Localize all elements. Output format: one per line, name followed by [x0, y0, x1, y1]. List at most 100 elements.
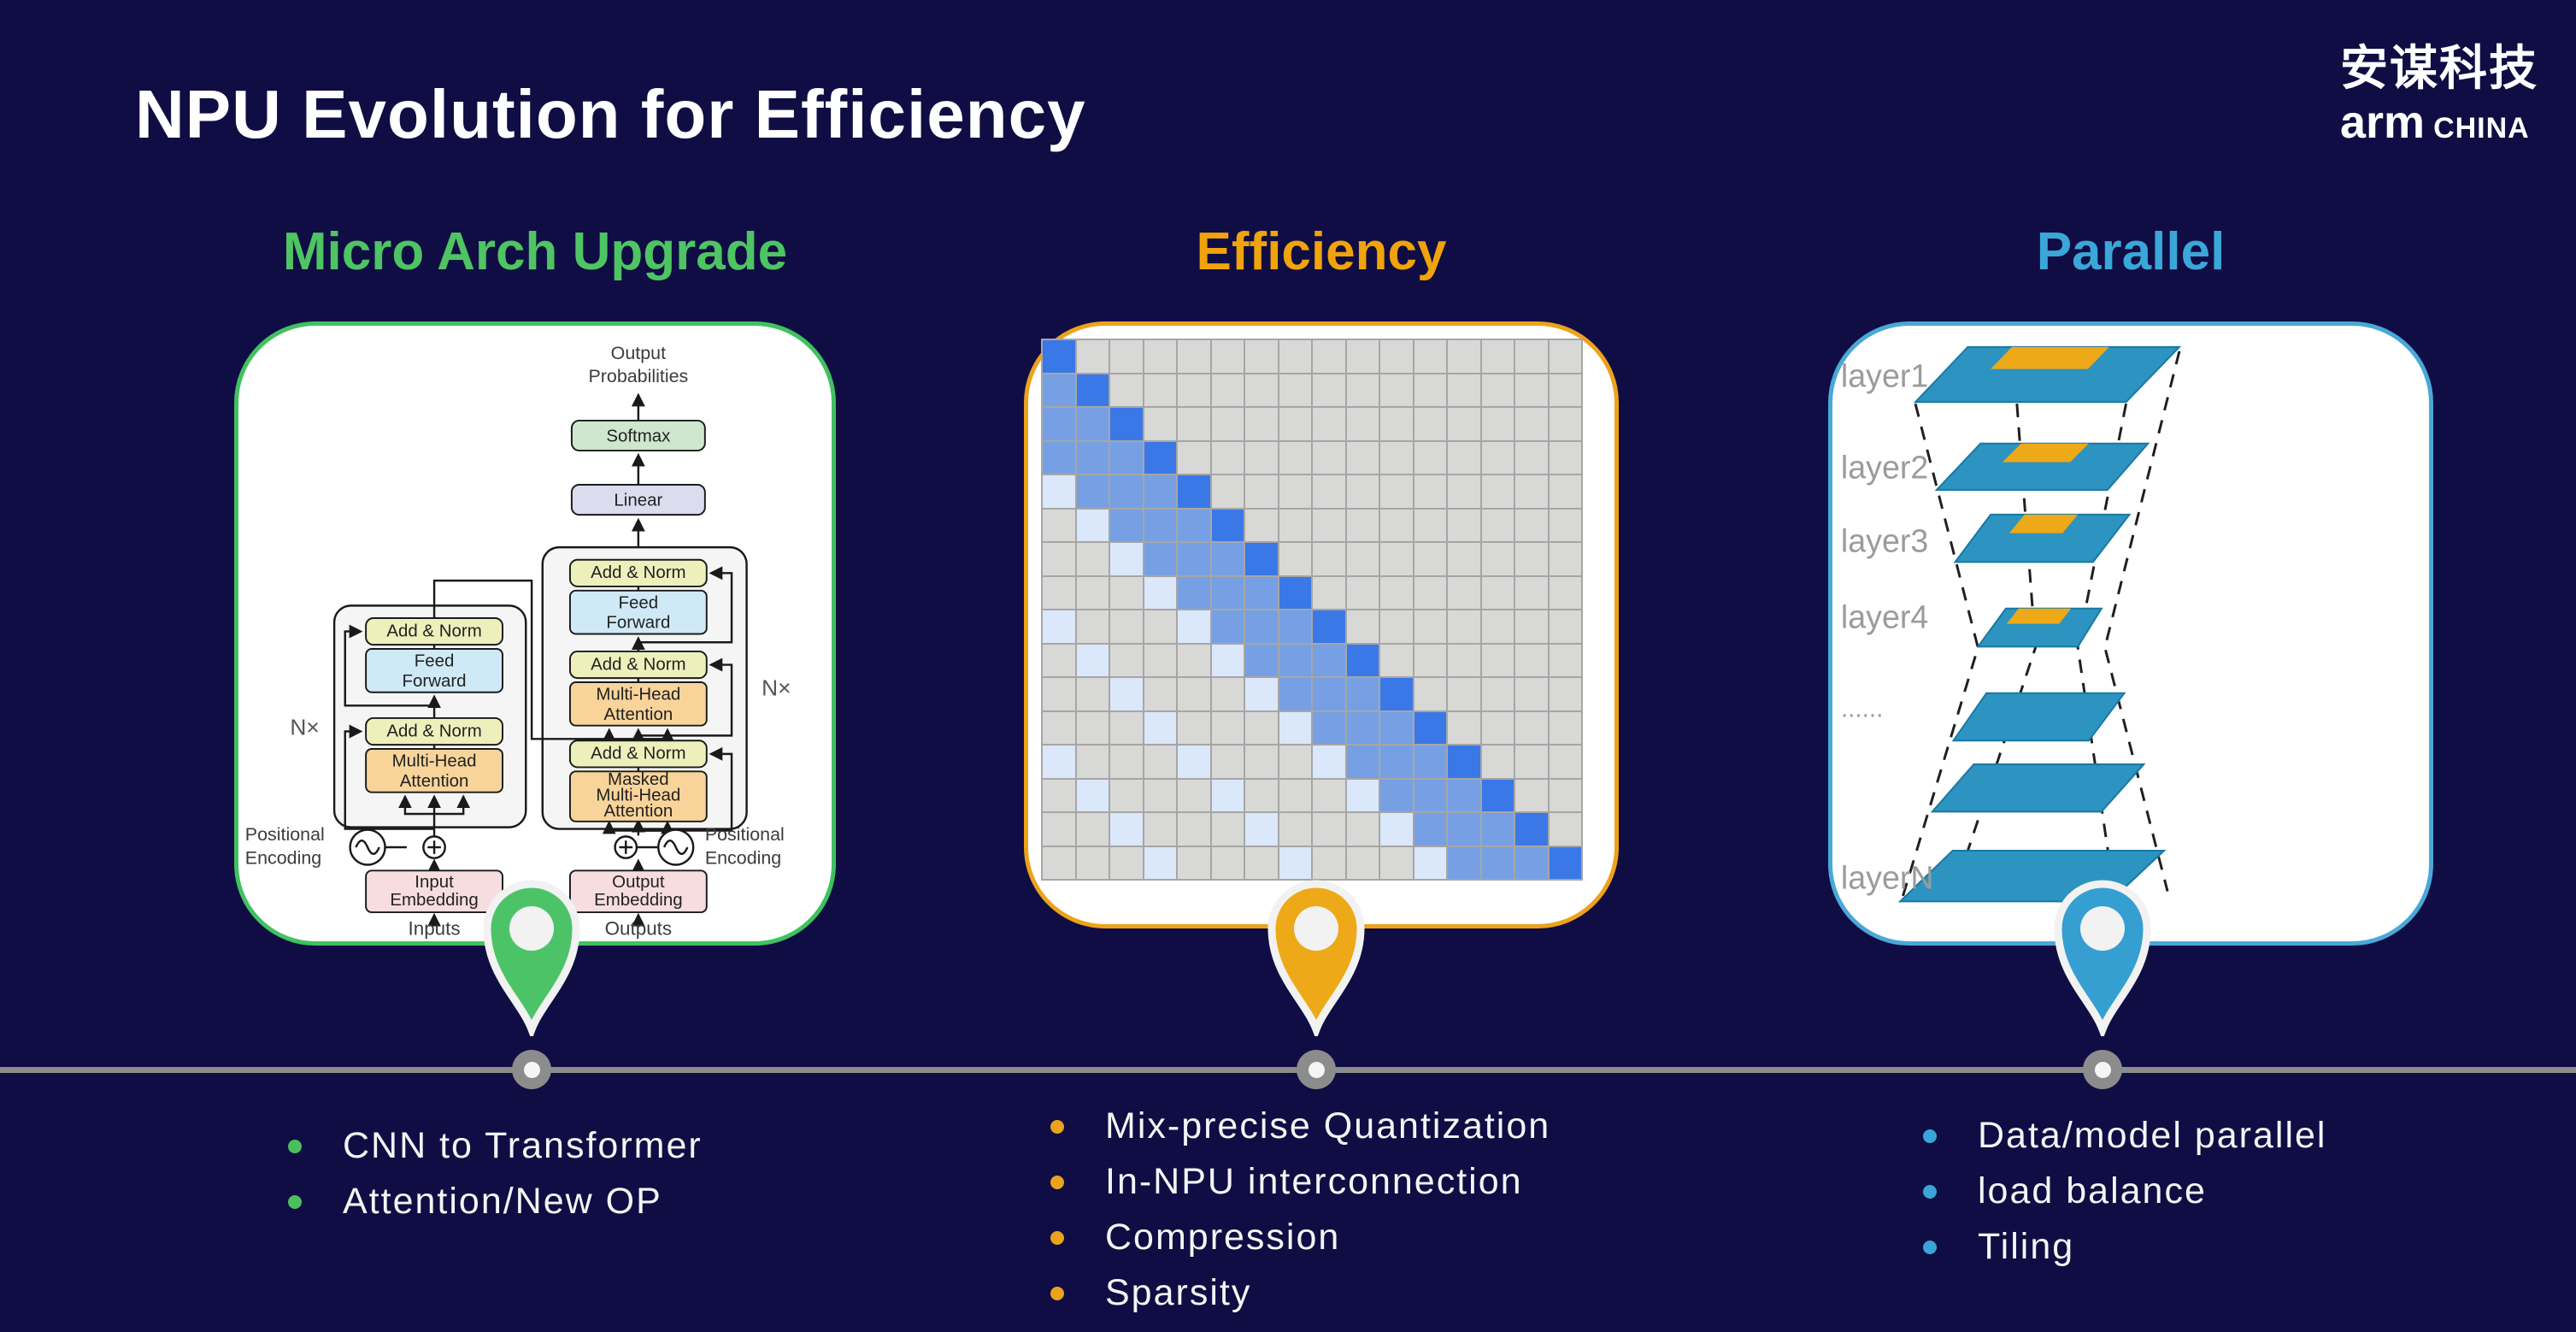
matrix-cell [1346, 846, 1379, 879]
matrix-cell [1380, 475, 1413, 508]
matrix-cell [1515, 644, 1548, 676]
logo-chinese-text: 安谋科技 [2340, 41, 2538, 95]
matrix-cell [1110, 408, 1143, 440]
svg-text:Encoding: Encoding [245, 848, 321, 869]
output-embedding-box [568, 869, 708, 914]
timeline-node-center [1308, 1061, 1325, 1078]
column-efficiency: Efficiency Mix-precise Quantization In-N… [1024, 222, 1619, 1313]
matrix-cell [1245, 746, 1278, 778]
svg-text:Attention: Attention [603, 704, 673, 724]
svg-text:Probabilities: Probabilities [588, 366, 688, 386]
svg-text:Multi-Head: Multi-Head [596, 785, 680, 805]
matrix-cell [1245, 475, 1278, 508]
label-inputs: Inputs [409, 917, 461, 939]
decoder-addnorm-2 [568, 650, 708, 680]
matrix-cell [1481, 509, 1514, 541]
matrix-cell [1245, 779, 1278, 811]
page-title: NPU Evolution for Efficiency [135, 76, 1086, 152]
matrix-cell [1245, 543, 1278, 575]
matrix-cell [1549, 813, 1581, 846]
svg-text:Encoding: Encoding [705, 848, 781, 869]
matrix-cell [1448, 846, 1480, 879]
label-linear: Linear [614, 490, 662, 510]
matrix-cell [1414, 509, 1446, 541]
svg-text:Forward: Forward [403, 671, 467, 691]
bullet-list-parallel: Data/model parallel load balance Tiling [1923, 1108, 2326, 1275]
matrix-cell [1313, 475, 1345, 508]
matrix-cell [1144, 610, 1176, 643]
encoder-addnorm-2 [365, 716, 503, 746]
matrix-cell [1144, 813, 1176, 846]
matrix-cell [1346, 610, 1379, 643]
matrix-cell [1481, 813, 1514, 846]
matrix-cell [1414, 644, 1446, 676]
decoder-masked-multi-head-attention [568, 770, 708, 822]
matrix-cell [1245, 509, 1278, 541]
matrix-cell [1110, 846, 1143, 879]
matrix-cell [1043, 711, 1075, 744]
matrix-cell [1380, 711, 1413, 744]
list-item: Data/model parallel [1923, 1108, 2326, 1164]
matrix-cell [1043, 644, 1075, 676]
label-layer1: layer1 [1841, 357, 1928, 393]
matrix-cell [1515, 711, 1548, 744]
matrix-cell [1448, 340, 1480, 373]
matrix-cell [1279, 846, 1311, 879]
matrix-cell [1481, 543, 1514, 575]
encoder-residual-lines [344, 624, 471, 830]
layer-labels: layer1 layer2 layer3 layer4 ...... layer… [1841, 357, 1934, 895]
bullet-dot [1923, 1240, 1937, 1254]
matrix-cell [1245, 340, 1278, 373]
matrix-cell [1481, 711, 1514, 744]
matrix-cell [1346, 543, 1379, 575]
matrix-cell [1313, 610, 1345, 643]
heading-parallel: Parallel [2036, 222, 2226, 281]
matrix-cell [1144, 779, 1176, 811]
matrix-cell [1211, 543, 1244, 575]
matrix-cell [1313, 576, 1345, 609]
matrix-cell [1211, 408, 1244, 440]
matrix-cell [1110, 644, 1143, 676]
matrix-cell [1481, 340, 1514, 373]
matrix-cell [1144, 746, 1176, 778]
list-item: Sparsity [1050, 1265, 1550, 1321]
matrix-cell [1076, 813, 1109, 846]
matrix-cell [1481, 441, 1514, 474]
label-positional-encoding-right: Positional [705, 824, 785, 845]
svg-text:Add & Norm: Add & Norm [591, 654, 685, 674]
matrix-cell [1178, 509, 1210, 541]
matrix-cell [1448, 644, 1480, 676]
bullet-dot [1050, 1286, 1064, 1300]
matrix-cell [1549, 711, 1581, 744]
matrix-cell [1178, 678, 1210, 710]
decoder-stack: Add & Norm Feed Forward Add & Norm Multi… [568, 558, 708, 822]
matrix-cell [1481, 644, 1514, 676]
matrix-cell [1144, 711, 1176, 744]
matrix-cell [1076, 644, 1109, 676]
matrix-cell [1380, 340, 1413, 373]
matrix-cell [1110, 475, 1143, 508]
matrix-cell [1279, 576, 1311, 609]
matrix-cell [1279, 644, 1311, 676]
matrix-cell [1245, 678, 1278, 710]
matrix-cell [1380, 441, 1413, 474]
matrix-cell [1346, 711, 1379, 744]
matrix-cell [1144, 374, 1176, 406]
label-layer3: layer3 [1841, 522, 1928, 558]
matrix-cell [1279, 509, 1311, 541]
label-positional-encoding-left: Positional [245, 824, 325, 845]
matrix-cell [1211, 746, 1244, 778]
matrix-cell [1076, 610, 1109, 643]
matrix-cell [1448, 678, 1480, 710]
matrix-cell [1211, 846, 1244, 879]
matrix-cell [1414, 441, 1446, 474]
svg-text:Forward: Forward [606, 613, 670, 633]
matrix-cell [1245, 813, 1278, 846]
matrix-cell [1211, 374, 1244, 406]
matrix-cell [1043, 779, 1075, 811]
matrix-cell [1245, 408, 1278, 440]
matrix-cell [1346, 576, 1379, 609]
matrix-cell [1110, 610, 1143, 643]
matrix-cell [1448, 441, 1480, 474]
